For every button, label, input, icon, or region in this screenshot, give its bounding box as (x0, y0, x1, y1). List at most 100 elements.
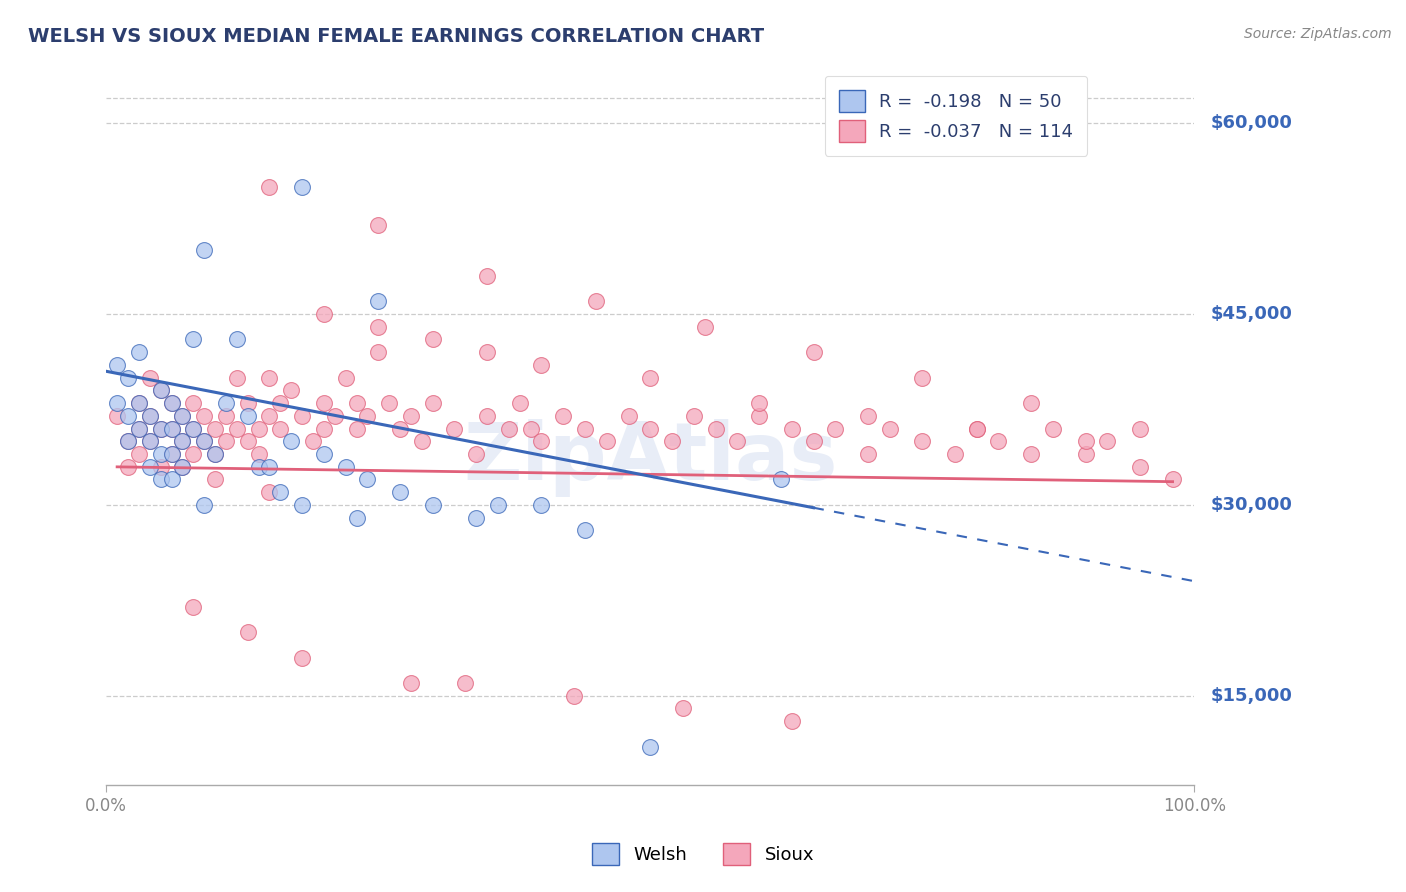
Point (247, 447, 270, 461)
Point (204, 421, 226, 435)
Point (356, 409, 378, 423)
Point (181, 396, 204, 410)
Point (160, 421, 183, 435)
Point (128, 396, 150, 410)
Point (172, 409, 194, 423)
Point (367, 218, 389, 232)
Point (291, 498, 314, 512)
Point (389, 485, 412, 500)
Point (661, 434, 683, 449)
Point (509, 396, 531, 410)
Point (259, 370, 281, 384)
Point (128, 421, 150, 435)
Point (1074, 447, 1097, 461)
Point (693, 319, 716, 334)
Point (269, 421, 291, 435)
Point (1129, 459, 1152, 474)
Point (530, 434, 553, 449)
Point (117, 434, 139, 449)
Point (475, 268, 498, 283)
Point (225, 421, 247, 435)
Point (117, 459, 139, 474)
Point (346, 510, 368, 524)
Point (389, 421, 412, 435)
Point (312, 396, 335, 410)
Point (367, 345, 389, 359)
Point (259, 409, 281, 423)
Legend: Welsh, Sioux: Welsh, Sioux (582, 834, 824, 874)
Text: WELSH VS SIOUX MEDIAN FEMALE EARNINGS CORRELATION CHART: WELSH VS SIOUX MEDIAN FEMALE EARNINGS CO… (28, 27, 765, 45)
Point (553, 409, 575, 423)
Point (966, 421, 988, 435)
Text: $45,000: $45,000 (1211, 305, 1292, 323)
Point (269, 396, 291, 410)
Point (172, 459, 194, 474)
Point (259, 485, 281, 500)
Point (574, 524, 596, 538)
Point (1019, 396, 1042, 410)
Point (475, 409, 498, 423)
Point (1161, 472, 1184, 486)
Point (672, 701, 695, 715)
Point (291, 650, 314, 665)
Point (748, 396, 770, 410)
Point (149, 421, 172, 435)
Point (247, 421, 270, 435)
Point (117, 370, 139, 384)
Point (236, 396, 259, 410)
Point (139, 409, 162, 423)
Point (411, 434, 433, 449)
Text: $15,000: $15,000 (1211, 687, 1292, 705)
Point (824, 421, 846, 435)
Point (291, 179, 314, 194)
Point (181, 333, 204, 347)
Point (725, 434, 748, 449)
Point (181, 421, 204, 435)
Point (519, 421, 541, 435)
Point (139, 434, 162, 449)
Point (856, 447, 879, 461)
Point (302, 434, 325, 449)
Point (149, 447, 172, 461)
Point (160, 447, 183, 461)
Point (105, 396, 128, 410)
Point (181, 421, 204, 435)
Point (1074, 434, 1097, 449)
Point (160, 396, 183, 410)
Point (291, 409, 314, 423)
Point (640, 370, 662, 384)
Point (149, 384, 172, 398)
Point (247, 459, 270, 474)
Point (172, 434, 194, 449)
Point (236, 434, 259, 449)
Point (780, 714, 803, 728)
Point (378, 396, 401, 410)
Point (323, 409, 346, 423)
Point (367, 319, 389, 334)
Point (280, 434, 302, 449)
Point (943, 447, 966, 461)
Text: $30,000: $30,000 (1211, 496, 1292, 514)
Point (160, 472, 183, 486)
Point (215, 409, 238, 423)
Point (465, 510, 488, 524)
Point (225, 370, 247, 384)
Point (422, 396, 444, 410)
Point (128, 345, 150, 359)
Point (117, 434, 139, 449)
Legend: R =  -0.198   N = 50, R =  -0.037   N = 114: R = -0.198 N = 50, R = -0.037 N = 114 (825, 76, 1087, 156)
Point (640, 421, 662, 435)
Point (346, 396, 368, 410)
Point (465, 447, 488, 461)
Point (530, 358, 553, 372)
Point (139, 370, 162, 384)
Point (172, 434, 194, 449)
Point (748, 409, 770, 423)
Point (172, 409, 194, 423)
Point (596, 434, 619, 449)
Point (803, 434, 825, 449)
Point (181, 447, 204, 461)
Point (574, 421, 596, 435)
Point (856, 409, 879, 423)
Point (803, 345, 825, 359)
